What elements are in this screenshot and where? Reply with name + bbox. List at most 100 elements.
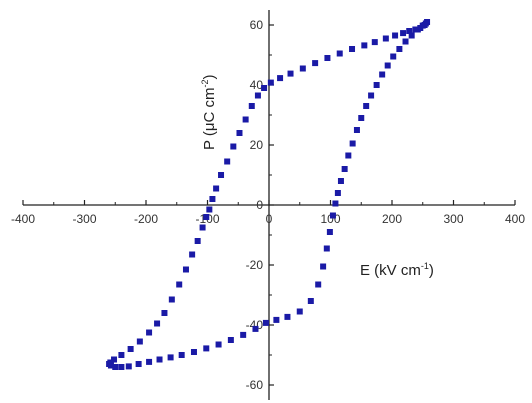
data-point bbox=[402, 38, 409, 45]
data-point bbox=[336, 50, 343, 57]
data-point bbox=[156, 356, 163, 363]
data-point bbox=[390, 53, 397, 60]
y-tick-label: 20 bbox=[250, 138, 264, 152]
axes: -400-300-200-1000100200300400 -60-40-200… bbox=[11, 10, 525, 400]
data-point bbox=[361, 42, 368, 49]
data-point bbox=[371, 39, 378, 46]
data-point bbox=[161, 310, 168, 316]
data-point bbox=[312, 60, 319, 67]
data-point bbox=[135, 361, 142, 367]
data-point bbox=[190, 349, 197, 355]
data-point bbox=[400, 30, 407, 37]
data-point bbox=[315, 281, 322, 288]
data-point bbox=[206, 206, 213, 213]
data-point bbox=[178, 352, 185, 358]
data-point bbox=[284, 313, 291, 320]
data-point bbox=[267, 79, 274, 86]
data-point bbox=[323, 245, 330, 252]
data-point bbox=[254, 92, 261, 99]
data-point bbox=[209, 196, 216, 202]
y-axis-ticks: -60 -40 -20 0 20 40 60 bbox=[246, 18, 274, 392]
data-point bbox=[341, 166, 348, 172]
data-point bbox=[334, 190, 341, 196]
data-point bbox=[358, 115, 365, 121]
data-point bbox=[118, 352, 125, 358]
data-point bbox=[277, 75, 284, 82]
data-point bbox=[379, 71, 386, 78]
data-point bbox=[199, 224, 206, 231]
data-point bbox=[307, 298, 314, 304]
x-axis-label: E (kV cm-1) bbox=[360, 261, 434, 279]
y-tick-label: -40 bbox=[246, 318, 264, 332]
data-point bbox=[392, 32, 399, 39]
data-point bbox=[324, 55, 331, 61]
data-point bbox=[224, 158, 231, 165]
data-point bbox=[382, 35, 389, 42]
data-point bbox=[111, 356, 118, 363]
y-tick-label: 60 bbox=[250, 18, 264, 32]
data-point bbox=[203, 345, 210, 352]
data-point bbox=[227, 337, 234, 343]
data-point bbox=[215, 341, 222, 348]
data-point bbox=[349, 46, 356, 52]
data-point bbox=[261, 85, 268, 91]
x-tick-label: 300 bbox=[443, 212, 463, 226]
data-point bbox=[213, 185, 220, 192]
data-point bbox=[167, 354, 174, 361]
data-point bbox=[326, 229, 333, 235]
data-point bbox=[353, 127, 360, 133]
data-point bbox=[408, 32, 415, 39]
data-point bbox=[112, 364, 119, 370]
data-point bbox=[345, 152, 352, 159]
data-point bbox=[230, 143, 237, 150]
data-point bbox=[349, 140, 356, 147]
data-point bbox=[194, 238, 201, 244]
data-point bbox=[189, 251, 196, 258]
x-tick-label: 200 bbox=[382, 212, 402, 226]
y-axis-label: P (μC cm-2) bbox=[200, 74, 218, 150]
x-tick-label: -200 bbox=[134, 212, 158, 226]
x-tick-label: 0 bbox=[266, 212, 273, 226]
data-point bbox=[337, 178, 344, 184]
y-tick-label: 0 bbox=[256, 198, 263, 212]
data-point bbox=[146, 329, 153, 336]
data-point bbox=[320, 263, 327, 270]
data-point bbox=[406, 28, 413, 34]
x-tick-label: 400 bbox=[505, 212, 525, 226]
data-point bbox=[363, 103, 370, 109]
data-point bbox=[329, 212, 336, 219]
data-point bbox=[136, 338, 143, 345]
data-point bbox=[368, 92, 375, 99]
data-point bbox=[168, 296, 175, 303]
data-point bbox=[419, 22, 426, 29]
x-axis-ticks: -400-300-200-1000100200300400 bbox=[11, 200, 525, 226]
data-point bbox=[296, 308, 303, 315]
data-point bbox=[154, 320, 161, 327]
x-tick-label: -300 bbox=[72, 212, 96, 226]
data-point bbox=[396, 46, 403, 52]
y-tick-label: 40 bbox=[250, 78, 264, 92]
data-point bbox=[384, 62, 391, 69]
data-point bbox=[252, 325, 259, 332]
data-point bbox=[125, 363, 132, 370]
data-point bbox=[176, 281, 183, 288]
data-point bbox=[273, 316, 280, 323]
data-point bbox=[287, 70, 294, 77]
data-point bbox=[127, 346, 134, 352]
data-point bbox=[107, 362, 114, 369]
data-point bbox=[203, 214, 210, 220]
data-point bbox=[182, 266, 189, 273]
data-point bbox=[299, 65, 306, 72]
data-point bbox=[414, 26, 421, 33]
data-point bbox=[248, 103, 255, 109]
data-point bbox=[422, 20, 429, 27]
y-tick-label: -20 bbox=[246, 258, 264, 272]
data-point bbox=[118, 364, 125, 370]
data-points bbox=[106, 19, 431, 370]
data-point bbox=[146, 358, 153, 365]
data-point bbox=[240, 331, 247, 338]
data-point bbox=[236, 130, 243, 136]
data-point bbox=[262, 319, 269, 326]
y-tick-label: -60 bbox=[246, 378, 264, 392]
